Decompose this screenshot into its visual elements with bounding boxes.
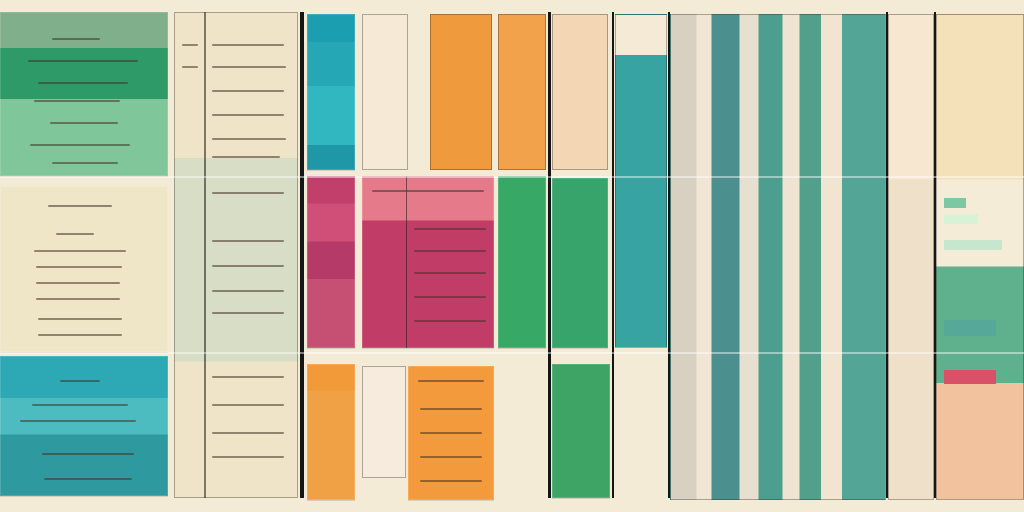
ledger-line-1 [182,44,198,46]
left-middle-line-4 [36,266,122,268]
chip-3 [944,240,1002,250]
ledger-line-6 [212,114,284,116]
ledger-line-7 [212,138,286,140]
left-middle-line-8 [38,334,122,336]
chip-4 [944,320,996,336]
left-bottom-line-5 [44,478,132,480]
ledger-line-15 [212,404,284,406]
upper-mid-block-a [552,14,608,170]
chip-2 [944,214,978,224]
separator-6 [934,12,936,498]
ledger-line-17 [212,456,284,458]
ledger-line-16 [212,432,284,434]
bottom-orange-line-5 [420,480,482,482]
ledger-line-13 [212,312,284,314]
crimson-line-6 [414,320,486,322]
left-middle-line-5 [36,282,120,284]
left-bottom-line-3 [20,420,136,422]
bottom-orange-line-1 [418,380,484,382]
left-summary-panel-middle [0,186,168,352]
left-summary-line-2 [28,60,138,62]
ledger-line-2 [212,44,284,46]
left-summary-panel-bottom [0,356,168,496]
bottom-orange-line-4 [420,456,482,458]
ledger-line-9 [212,192,284,194]
green-panel-a [498,176,546,348]
separator-3 [612,12,614,498]
ledger-column [174,12,298,498]
right-mid-column [888,14,934,500]
ledger-line-14 [212,376,284,378]
ledger-line-10 [212,240,284,242]
left-middle-line-1 [48,205,112,207]
left-summary-panel-top [0,12,168,176]
row-divider-1 [0,176,1024,178]
crimson-line-1 [372,190,484,192]
beige-ledger-block [362,14,408,170]
green-panel-c [552,364,610,498]
orange-ledger-block-right [498,14,546,170]
left-middle-line-6 [36,298,120,300]
crimson-divider [406,176,407,348]
upper-mid-block-b [615,14,667,348]
far-right-column [936,14,1024,500]
row-divider-2 [0,352,1024,354]
left-middle-line-7 [38,318,122,320]
left-summary-line-4 [34,100,120,102]
left-bottom-line-1 [60,380,100,382]
orange-ledger-block [430,14,492,170]
ledger-line-12 [212,290,284,292]
right-columns-group [670,14,886,500]
ledger-line-8 [212,156,280,158]
left-summary-line-3 [38,82,128,84]
bottom-orange-line-3 [420,432,482,434]
crimson-table [362,176,494,348]
bottom-beige-block [362,366,406,478]
left-summary-line-5 [50,122,118,124]
left-summary-line-1 [52,38,100,40]
left-bottom-line-2 [32,404,128,406]
crimson-line-5 [414,296,486,298]
orange-band-column [307,364,355,500]
separator-1 [300,12,304,498]
separator-4 [668,12,670,498]
left-middle-line-3 [34,250,126,252]
separator-2 [548,12,551,498]
ledger-divider [204,12,206,498]
left-summary-line-6 [30,144,130,146]
crimson-line-3 [414,250,486,252]
bottom-orange-line-2 [420,408,482,410]
separator-5 [886,12,888,498]
ledger-line-5 [212,90,284,92]
green-panel-b [552,178,608,348]
ledger-line-3 [182,66,198,68]
pink-band-column [307,176,355,348]
ledger-line-11 [212,265,284,267]
teal-band-column [307,14,355,170]
chip-5 [944,370,996,384]
left-bottom-line-4 [42,453,134,455]
crimson-line-4 [414,272,486,274]
crimson-line-2 [414,228,486,230]
ledger-line-4 [212,66,286,68]
chip-1 [944,198,966,208]
left-middle-line-2 [56,233,94,235]
left-summary-line-7 [52,162,118,164]
